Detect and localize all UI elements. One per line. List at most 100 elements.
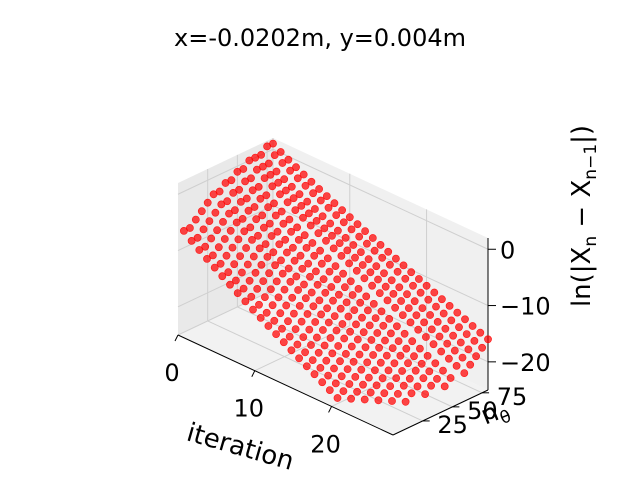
data-point (298, 264, 307, 273)
data-point (244, 206, 253, 215)
data-point (339, 387, 348, 395)
data-point (446, 374, 455, 382)
data-point (258, 162, 267, 171)
data-point (386, 382, 395, 390)
data-point (267, 232, 276, 240)
data-point (423, 351, 432, 360)
data-point (330, 312, 339, 320)
data-point (293, 223, 301, 232)
data-point (282, 248, 291, 257)
data-point (472, 352, 480, 361)
data-point (259, 277, 268, 285)
data-point (452, 361, 461, 370)
data-point (318, 212, 327, 221)
data-point (313, 280, 322, 289)
data-point (236, 197, 245, 206)
data-point (273, 227, 282, 236)
data-point (369, 351, 377, 359)
data-point (259, 223, 268, 232)
data-point (343, 365, 352, 373)
data-point (276, 148, 285, 156)
data-point (406, 318, 415, 327)
data-point (195, 246, 204, 254)
data-point (230, 260, 239, 269)
data-point (464, 345, 473, 354)
z-axis-title-end: |) (567, 125, 597, 144)
data-point (382, 351, 391, 360)
data-point (223, 197, 232, 206)
data-point (241, 177, 249, 186)
data-point (271, 211, 280, 220)
data-point (285, 215, 294, 224)
data-point (326, 219, 335, 228)
data-point (302, 243, 311, 252)
data-point (277, 207, 286, 216)
data-point (280, 175, 289, 184)
data-point (315, 296, 324, 305)
data-point (297, 201, 306, 210)
data-point (364, 255, 373, 264)
data-point (254, 182, 263, 191)
data-point (310, 205, 319, 213)
data-point (243, 260, 252, 269)
data-point (439, 366, 447, 375)
data-point (283, 198, 292, 207)
data-point (392, 374, 401, 382)
data-point (187, 236, 196, 245)
data-point (372, 381, 381, 390)
data-point (352, 320, 360, 329)
data-point (444, 354, 453, 363)
data-point (319, 275, 328, 284)
data-point (249, 305, 257, 314)
data-point (324, 203, 333, 212)
data-point (357, 365, 366, 374)
data-point (360, 395, 369, 404)
data-point (335, 239, 344, 247)
data-point (288, 243, 297, 252)
axis-lines (174, 238, 496, 436)
data-point (237, 268, 246, 277)
data-point (270, 199, 278, 208)
x-tick-mark (174, 334, 179, 342)
data-point (378, 374, 387, 383)
data-point (340, 283, 349, 292)
data-point (294, 286, 302, 294)
data-point (337, 251, 346, 260)
data-point (308, 356, 317, 364)
data-point (470, 336, 479, 345)
data-point (387, 276, 396, 285)
data-point (374, 396, 383, 405)
data-point (462, 330, 471, 338)
data-point (337, 372, 346, 381)
y-axis-line (392, 389, 489, 436)
data-point (239, 284, 248, 293)
data-point (410, 297, 419, 306)
data-point (333, 275, 342, 284)
data-point (456, 338, 465, 347)
data-point (282, 301, 291, 310)
data-point (302, 362, 311, 371)
data-point (277, 256, 285, 265)
data-point (205, 217, 214, 225)
data-point (295, 190, 304, 199)
data-point (431, 359, 440, 368)
data-point (292, 163, 300, 172)
data-point (262, 191, 271, 200)
data-point (399, 381, 408, 390)
data-point (303, 197, 312, 206)
data-point (425, 367, 434, 376)
x-axis-title: iteration (183, 418, 297, 477)
data-point (333, 394, 342, 402)
data-point (248, 186, 257, 195)
data-point (285, 332, 294, 341)
data-point (458, 353, 467, 362)
data-point (390, 359, 399, 368)
data-point (291, 206, 300, 214)
data-point (290, 256, 299, 265)
data-point (375, 289, 384, 297)
data-point (264, 203, 272, 212)
data-point (347, 394, 355, 403)
data-point (245, 276, 254, 285)
data-point (322, 356, 331, 365)
